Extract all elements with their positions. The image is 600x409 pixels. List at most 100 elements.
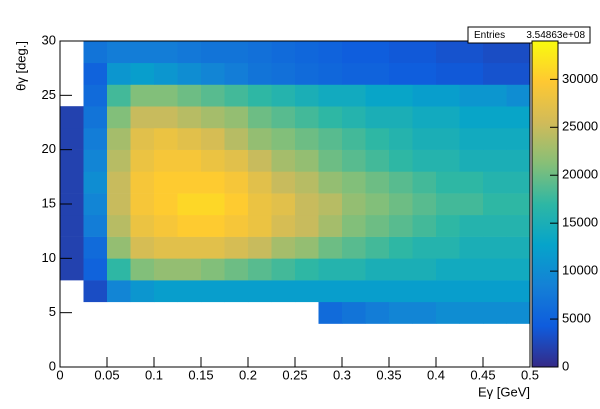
heatmap-cell	[154, 214, 178, 237]
heatmap-cell	[318, 258, 343, 281]
heatmap-cell	[130, 236, 155, 259]
heatmap-cell	[365, 62, 390, 85]
heatmap-cell	[342, 41, 366, 64]
heatmap-cell	[342, 84, 366, 107]
heatmap-cell	[271, 84, 296, 107]
heatmap-cell	[83, 41, 108, 64]
heatmap-cell	[177, 171, 202, 194]
heatmap-cell	[248, 214, 272, 237]
heatmap-cell	[154, 171, 178, 194]
heatmap-cell	[342, 171, 366, 194]
z-tick-label: 0	[562, 358, 569, 373]
heatmap-cell	[248, 84, 272, 107]
heatmap-cell	[83, 193, 108, 216]
heatmap-cell	[154, 258, 178, 281]
heatmap-cell	[483, 171, 507, 194]
heatmap-cell	[295, 171, 319, 194]
heatmap-cell	[271, 149, 296, 172]
heatmap-cell	[483, 236, 507, 259]
heatmap-cell	[107, 214, 131, 237]
heatmap-cell	[83, 127, 108, 150]
heatmap-cell	[201, 106, 225, 129]
heatmap-cell	[506, 280, 531, 303]
y-tick-label: 0	[49, 358, 56, 373]
heatmap-cell	[459, 106, 484, 129]
heatmap-cell	[154, 62, 178, 85]
heatmap-cell	[436, 84, 460, 107]
heatmap-cell	[412, 149, 437, 172]
stats-box	[467, 26, 591, 44]
heatmap-cell	[389, 258, 413, 281]
heatmap-cell	[107, 193, 131, 216]
heatmap-cell	[107, 149, 131, 172]
heatmap-cell	[60, 149, 84, 172]
x-tick-label: 0.4	[427, 367, 445, 382]
heatmap-cell	[224, 84, 249, 107]
z-tick-label: 25000	[562, 119, 598, 134]
heatmap-cell	[201, 258, 225, 281]
heatmap-cell	[271, 258, 296, 281]
heatmap-cell	[248, 171, 272, 194]
heatmap-cell	[154, 106, 178, 129]
heatmap-cell	[154, 41, 178, 64]
heatmap-cell	[107, 127, 131, 150]
heatmap-cell	[295, 84, 319, 107]
heatmap-cell	[154, 127, 178, 150]
heatmap-cell	[365, 280, 390, 303]
heatmap-cell	[177, 214, 202, 237]
heatmap-cell	[224, 258, 249, 281]
heatmap-cell	[295, 258, 319, 281]
heatmap-cell	[271, 171, 296, 194]
heatmap-cell	[201, 62, 225, 85]
heatmap-cell	[483, 62, 507, 85]
heatmap-cell	[318, 106, 343, 129]
heatmap-cell	[60, 214, 84, 237]
heatmap-cell	[295, 236, 319, 259]
heatmap-cell	[412, 258, 437, 281]
heatmap-cell	[130, 214, 155, 237]
heatmap-cell	[365, 84, 390, 107]
heatmap-cell	[412, 106, 437, 129]
heatmap-cell	[177, 127, 202, 150]
heatmap-cell	[318, 127, 343, 150]
heatmap-cell	[436, 301, 460, 324]
y-tick-label: 25	[42, 87, 56, 102]
heatmap-cell	[107, 171, 131, 194]
heatmap-cell	[201, 193, 225, 216]
heatmap-cell	[83, 84, 108, 107]
y-tick-label: 5	[49, 304, 56, 319]
heatmap-cell	[295, 41, 319, 64]
heatmap-cell	[483, 193, 507, 216]
heatmap-cell	[412, 193, 437, 216]
heatmap-cell	[506, 127, 531, 150]
heatmap-cells	[60, 41, 531, 324]
heatmap-cell	[154, 236, 178, 259]
heatmap-cell	[318, 171, 343, 194]
heatmap-cell	[342, 280, 366, 303]
heatmap-cell	[271, 62, 296, 85]
heatmap-cell	[389, 41, 413, 64]
heatmap-cell	[83, 236, 108, 259]
heatmap-cell	[506, 149, 531, 172]
heatmap-cell	[177, 62, 202, 85]
heatmap-cell	[271, 127, 296, 150]
heatmap-cell	[318, 280, 343, 303]
heatmap-cell	[201, 41, 225, 64]
heatmap-cell	[342, 258, 366, 281]
heatmap-cell	[318, 41, 343, 64]
heatmap-cell	[295, 149, 319, 172]
heatmap-cell	[436, 258, 460, 281]
z-tick-label: 20000	[562, 167, 598, 182]
heatmap-cell	[224, 62, 249, 85]
heatmap-cell	[60, 127, 84, 150]
heatmap-cell	[436, 214, 460, 237]
heatmap-cell	[295, 214, 319, 237]
x-tick-label: 0	[56, 367, 63, 382]
heatmap-cell	[60, 258, 84, 281]
x-tick-label: 0.3	[333, 367, 351, 382]
heatmap-cell	[459, 193, 484, 216]
heatmap-cell	[483, 301, 507, 324]
heatmap-cell	[389, 62, 413, 85]
heatmap-cell	[177, 280, 202, 303]
